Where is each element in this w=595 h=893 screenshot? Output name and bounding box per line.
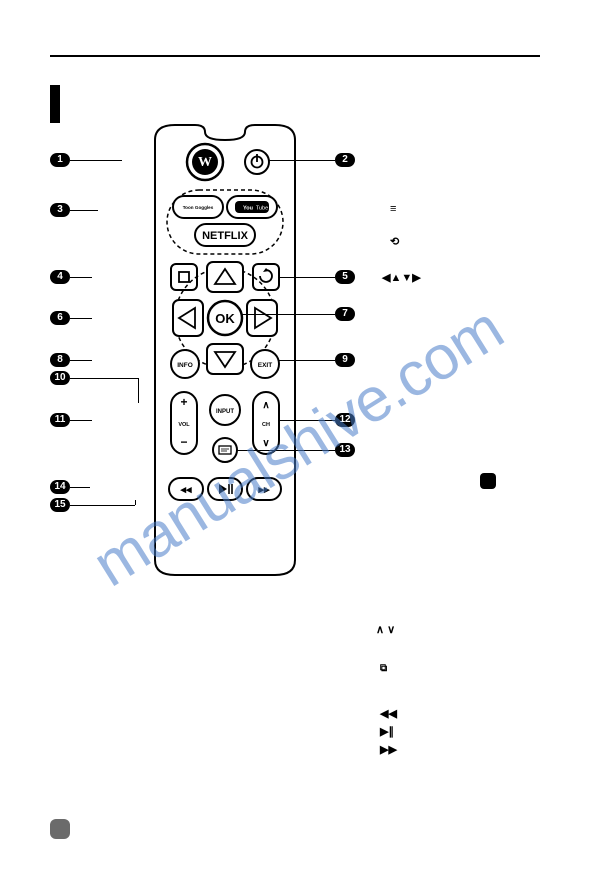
legend-dpad-icon: ◀▲▼▶ [382, 271, 421, 284]
section-marker [50, 85, 60, 123]
svg-text:INPUT: INPUT [216, 409, 234, 415]
svg-text:CH: CH [262, 422, 270, 428]
callout-10: 10 [50, 371, 70, 385]
callout-12: 12 [335, 413, 355, 427]
svg-text:W: W [198, 155, 212, 170]
lead [278, 277, 335, 278]
svg-text:◂◂: ◂◂ [179, 484, 192, 496]
legend-play-icon: ▶∥ [380, 725, 394, 738]
header-rule [50, 55, 540, 57]
legend-refresh-icon: ⟲ [390, 235, 399, 248]
lead [242, 314, 335, 315]
svg-text:Toon Goggles: Toon Goggles [183, 205, 214, 210]
lead [70, 277, 92, 278]
callout-1: 1 [50, 153, 70, 167]
legend-stop-icon [480, 473, 496, 489]
callout-4: 4 [50, 270, 70, 284]
svg-text:Tube: Tube [256, 206, 268, 212]
lead [70, 160, 122, 161]
lead [70, 360, 92, 361]
legend-cc-icon: ⧉ [380, 663, 387, 674]
callout-11: 11 [50, 413, 70, 427]
lead [70, 378, 138, 379]
callout-14: 14 [50, 480, 70, 494]
lead [268, 160, 335, 161]
lead [70, 420, 92, 421]
svg-text:You: You [243, 206, 253, 212]
callout-3: 3 [50, 203, 70, 217]
lead [278, 360, 335, 361]
lead [278, 420, 335, 421]
svg-text:OK: OK [215, 311, 235, 326]
remote-diagram: W Toon Goggles You Tube NETFLIX [135, 120, 315, 580]
callout-2: 2 [335, 153, 355, 167]
svg-text:+: + [180, 395, 187, 409]
legend-updown-icon: ∧ ∨ [376, 623, 395, 636]
lead [70, 318, 92, 319]
callout-8: 8 [50, 353, 70, 367]
svg-text:−: − [180, 435, 187, 449]
lead [236, 450, 335, 451]
svg-text:VOL: VOL [178, 422, 190, 428]
svg-text:INFO: INFO [177, 362, 193, 369]
callout-7: 7 [335, 307, 355, 321]
lead [70, 210, 98, 211]
callout-13: 13 [335, 443, 355, 457]
callout-6: 6 [50, 311, 70, 325]
callout-5: 5 [335, 270, 355, 284]
callout-9: 9 [335, 353, 355, 367]
svg-text:NETFLIX: NETFLIX [202, 230, 248, 242]
callout-15: 15 [50, 498, 70, 512]
svg-text:∨: ∨ [262, 438, 269, 449]
svg-text:EXIT: EXIT [258, 362, 272, 369]
legend-ff-icon: ▶▶ [380, 743, 397, 756]
lead [70, 505, 135, 506]
legend-rew-icon: ◀◀ [380, 707, 397, 720]
svg-text:▸▸: ▸▸ [257, 484, 270, 496]
svg-text:∧: ∧ [262, 400, 269, 411]
lead-v [138, 378, 139, 403]
legend-menu-icon: ≡ [390, 203, 396, 215]
page-number-badge [50, 819, 70, 839]
lead-v2 [135, 500, 136, 505]
lead [70, 487, 90, 488]
